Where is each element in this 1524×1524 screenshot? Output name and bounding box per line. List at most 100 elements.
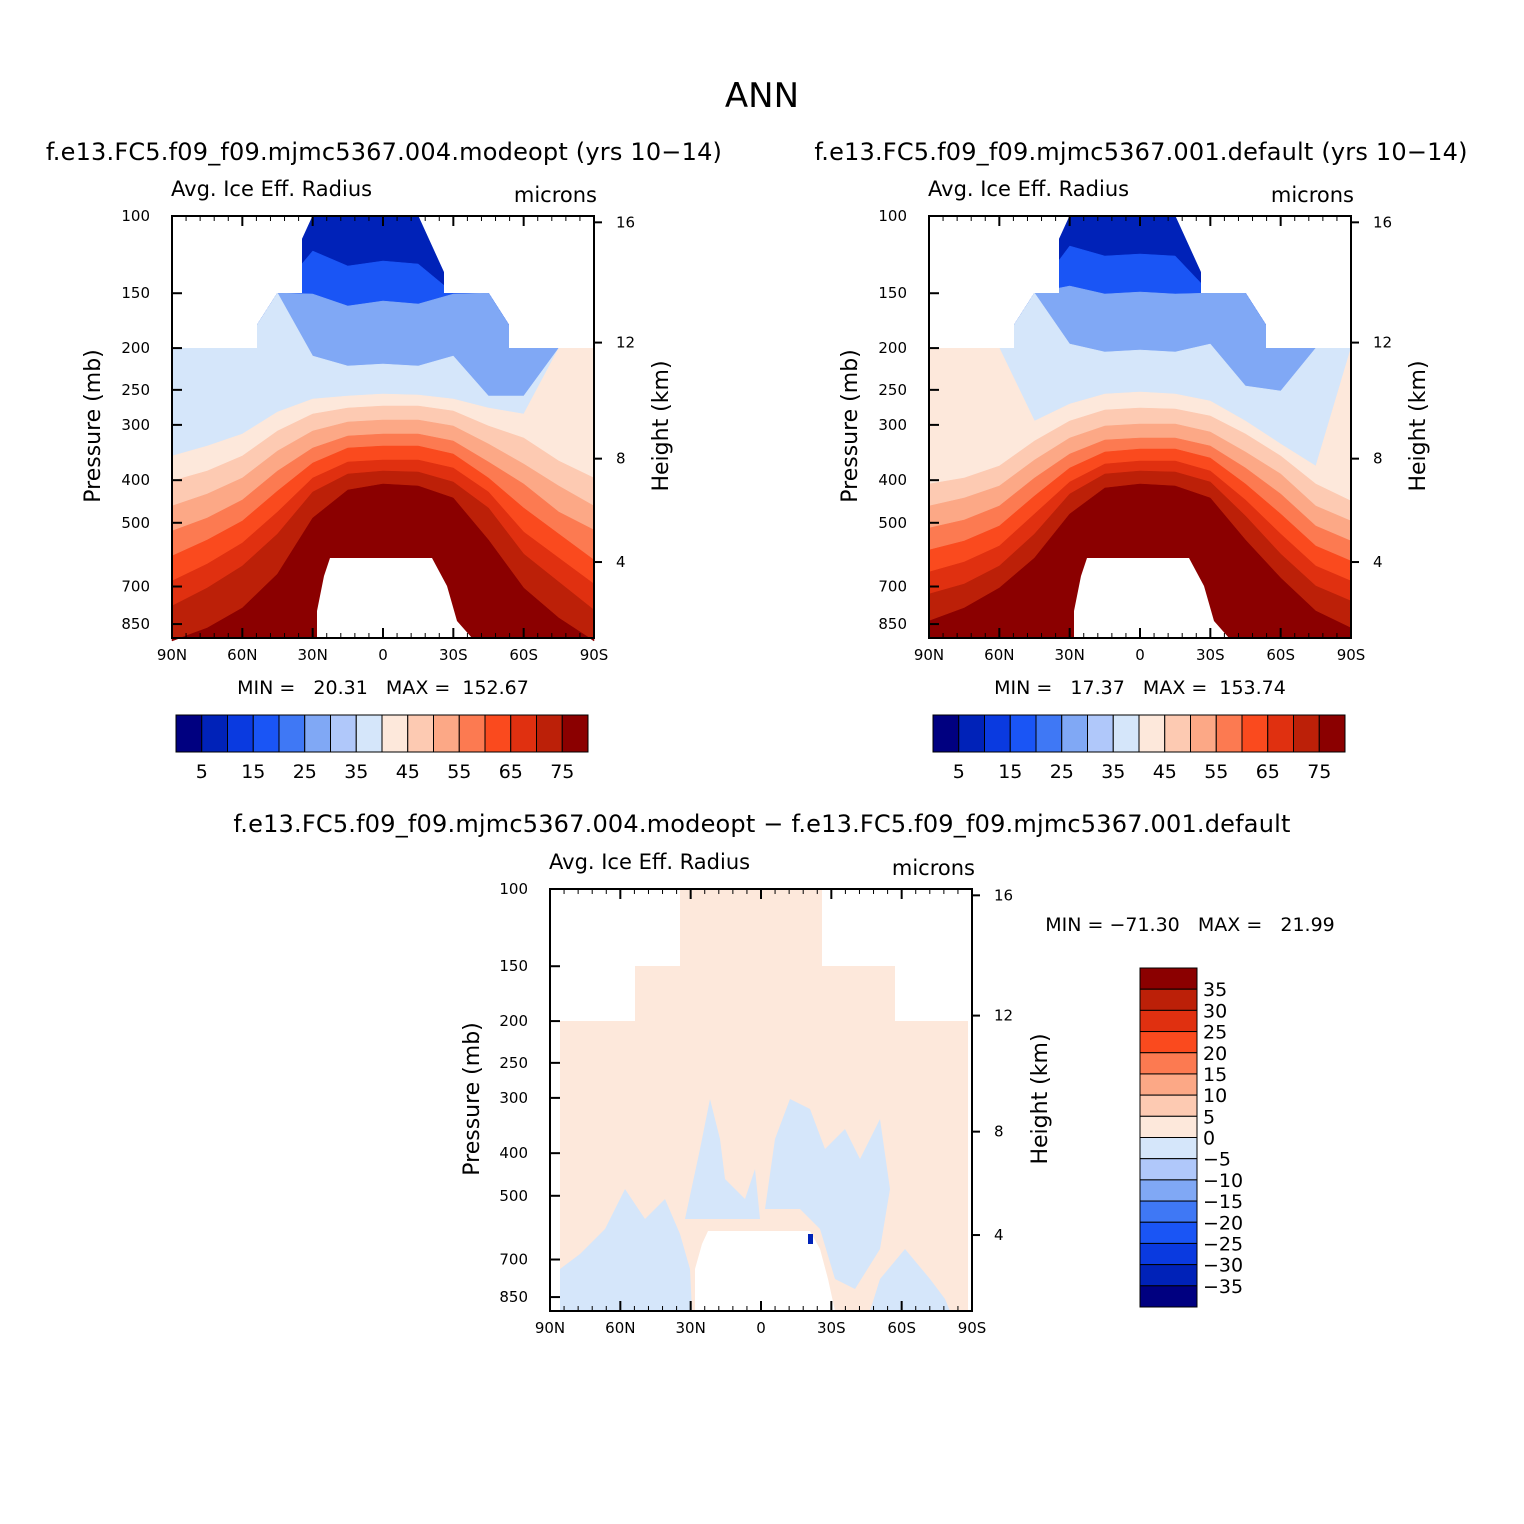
colorbar-label: 30 [1203, 1000, 1227, 1022]
y-right-tick-label: 16 [1373, 213, 1392, 231]
colorbar-box [278, 714, 306, 753]
y-tick-label: 100 [878, 207, 907, 225]
colorbar-box [984, 714, 1011, 753]
panel-control: f.e13.FC5.f09_f09.mjmc5367.001.default (… [814, 138, 1467, 783]
colorbar-label: 75 [550, 761, 574, 783]
x-tick-label: 30S [817, 1319, 846, 1337]
panel-test-ylabel-right: Height (km) [649, 360, 674, 491]
missing-region [929, 216, 1059, 293]
colorbar-box [1139, 1200, 1198, 1223]
y-right-tick-label: 8 [1373, 450, 1383, 468]
y-tick-label: 300 [121, 416, 150, 434]
negative-region [765, 1099, 890, 1289]
colorbar-label: 0 [1203, 1128, 1215, 1150]
y-tick-label: 850 [121, 615, 150, 633]
x-tick-label: 60S [1266, 646, 1295, 664]
colorbar-label: 5 [1203, 1106, 1215, 1128]
y-tick-label: 200 [499, 1012, 528, 1030]
negative-region [870, 1249, 950, 1311]
y-tick-label: 500 [499, 1187, 528, 1205]
colorbar-box [355, 714, 383, 753]
x-tick-label: 90N [914, 646, 944, 664]
y-tick-label: 300 [499, 1089, 528, 1107]
colorbar-box [1139, 1285, 1198, 1308]
colorbar-box [1139, 1221, 1198, 1244]
colorbar-box [407, 714, 434, 753]
y-right-tick-label: 12 [1373, 334, 1392, 352]
colorbar-label: −30 [1203, 1255, 1243, 1277]
panel-test-ylabel: Pressure (mb) [81, 349, 106, 503]
colorbar-box [1139, 1137, 1198, 1160]
colorbar-box [1164, 714, 1191, 753]
colorbar-label: 5 [196, 761, 208, 783]
colorbar-label: 45 [1153, 761, 1177, 783]
panel-test: f.e13.FC5.f09_f09.mjmc5367.004.modeopt (… [46, 138, 722, 783]
y-tick-label: 250 [878, 381, 907, 399]
panel-diff-stats: MIN = −71.30 MAX = 21.99 [1045, 914, 1335, 936]
negative-region [685, 1099, 760, 1219]
y-tick-label: 150 [878, 284, 907, 302]
colorbar-label: 25 [1050, 761, 1074, 783]
colorbar-label: 35 [1101, 761, 1125, 783]
colorbar-label: 75 [1307, 761, 1331, 783]
colorbar-label: 55 [447, 761, 471, 783]
topography [695, 1231, 835, 1311]
y-tick-label: 100 [499, 880, 528, 898]
colorbar-box [1138, 714, 1166, 753]
x-tick-label: 0 [756, 1319, 766, 1337]
field-group [928, 215, 1352, 639]
colorbar-label: 25 [293, 761, 317, 783]
missing-region [929, 293, 1014, 348]
x-tick-label: 60N [605, 1319, 635, 1337]
y-tick-label: 100 [121, 207, 150, 225]
x-tick-label: 90N [535, 1319, 565, 1337]
y-right-tick-label: 16 [616, 213, 635, 231]
colorbar-label: 55 [1204, 761, 1228, 783]
min-spot [808, 1234, 813, 1244]
colorbar-box [458, 714, 486, 753]
panel-diff-variable: Avg. Ice Eff. Radius [549, 850, 750, 874]
x-tick-label: 0 [1135, 646, 1145, 664]
x-tick-label: 60N [984, 646, 1014, 664]
colorbar-box [1241, 714, 1269, 753]
x-tick-label: 30N [676, 1319, 706, 1337]
colorbar-label: 15 [998, 761, 1022, 783]
colorbar-label: −5 [1203, 1149, 1231, 1171]
y-tick-label: 400 [499, 1144, 528, 1162]
y-right-tick-label: 4 [1373, 553, 1383, 571]
negative-region [560, 1189, 692, 1311]
panel-control-plot [928, 215, 1352, 639]
colorbar-label: −15 [1203, 1191, 1243, 1213]
x-tick-label: 0 [378, 646, 388, 664]
y-tick-label: 850 [878, 615, 907, 633]
panel-diff-units: microns [892, 856, 975, 880]
missing-region [517, 293, 594, 348]
colorbar-box [932, 714, 960, 753]
panel-control-colorbar: 5 15 25 35 45 55 65 75 [932, 714, 1346, 783]
colorbar-box [1190, 714, 1217, 753]
x-tick-label: 60S [887, 1319, 916, 1337]
x-tick-label: 30S [439, 646, 468, 664]
colorbar-box [1267, 714, 1294, 753]
panel-control-axes: 90N 60N 30N 0 30S 60S 90S 100 150 200 250 300 400 500… [878, 207, 1392, 664]
y-right-tick-label: 4 [994, 1226, 1004, 1244]
colorbar-box [1139, 1073, 1198, 1096]
figure-title: ANN [725, 76, 799, 116]
colorbar-label: −25 [1203, 1233, 1243, 1255]
colorbar-box [1009, 714, 1037, 753]
y-tick-label: 250 [499, 1054, 528, 1072]
colorbar-label: −20 [1203, 1212, 1243, 1234]
colorbar-label: 15 [241, 761, 265, 783]
colorbar-box [252, 714, 280, 753]
x-tick-label: 30S [1196, 646, 1225, 664]
colorbar-box [304, 714, 331, 753]
x-tick-label: 90N [157, 646, 187, 664]
panel-control-stats: MIN = 17.37 MAX = 153.74 [994, 677, 1286, 699]
missing-region [172, 216, 302, 293]
y-tick-label: 500 [121, 514, 150, 532]
colorbar-box [433, 714, 460, 753]
panel-diff-ylabel-right: Height (km) [1028, 1033, 1053, 1164]
colorbar-box [227, 714, 254, 753]
panel-test-variable: Avg. Ice Eff. Radius [171, 177, 372, 201]
